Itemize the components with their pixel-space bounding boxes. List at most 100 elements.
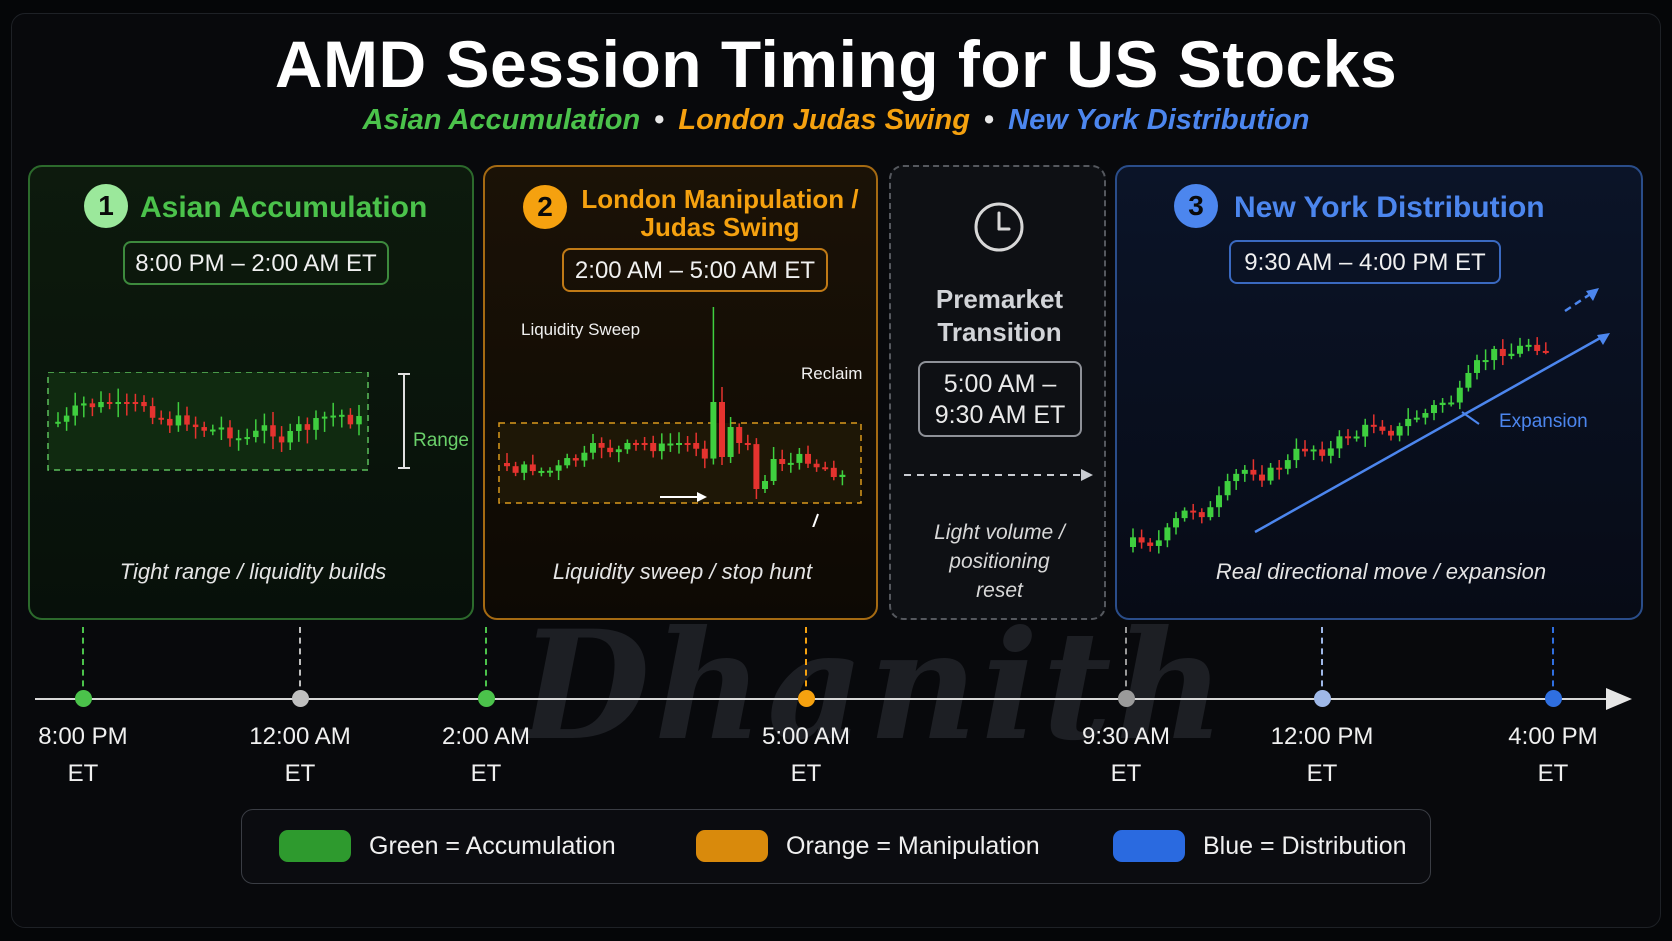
timeline-zone: ET (1537, 760, 1569, 787)
candle-body (787, 462, 794, 465)
candle-body (529, 464, 536, 472)
candle-body (330, 415, 336, 418)
candle-body (615, 449, 622, 453)
timeline-time: 12:00 PM (1270, 723, 1374, 750)
timeline-time: 5:00 AM (761, 723, 851, 750)
candle-body (598, 443, 605, 448)
panel-caption: Light volume / positioning reset (891, 518, 1108, 605)
candle-body (89, 403, 96, 408)
candle-body (779, 459, 786, 465)
timeline-tick (805, 627, 807, 697)
candle-body (719, 402, 725, 457)
candle-body (1405, 418, 1412, 427)
panel-caption: Tight range / liquidity builds (119, 559, 387, 584)
candle-body (1474, 360, 1480, 373)
panel-title: London Manipulation / Judas Swing (575, 185, 865, 241)
timeline-label: 4:00 PM ET (1473, 718, 1633, 792)
candle-body (512, 466, 519, 473)
subtitle: Asian Accumulation • London Judas Swing • Ne… (0, 104, 1672, 137)
candle-body (1456, 387, 1463, 403)
candle-body (1319, 449, 1326, 456)
candle-body (1224, 481, 1231, 496)
subtitle-separator: • (983, 104, 995, 136)
range-box (47, 372, 369, 471)
panel-caption: Real directional move / expansion (1215, 559, 1547, 584)
clock-icon (974, 202, 1024, 252)
timeline-marker (1314, 690, 1331, 707)
panel-london-manipulation: 2 London Manipulation / Judas Swing 2:00… (483, 165, 878, 620)
continuation-arrow (1564, 293, 1590, 313)
timeline-zone: ET (470, 760, 502, 787)
timeline-tick (1125, 627, 1127, 697)
candle-body (287, 430, 293, 443)
candle-body (667, 443, 674, 446)
timeline-zone: ET (67, 760, 99, 787)
candle-body (538, 470, 545, 473)
candle-body (753, 444, 760, 489)
candle-body (1448, 402, 1455, 405)
candle-body (1491, 348, 1498, 361)
candle-body (72, 405, 78, 416)
timeline-marker (798, 690, 815, 707)
candle-body (805, 453, 811, 464)
candle-body (175, 415, 182, 426)
candle-body (1267, 467, 1274, 481)
step-number-3: 3 (1174, 184, 1218, 228)
candle-body (1508, 353, 1515, 357)
candle-body (830, 467, 837, 478)
candle-body (504, 463, 510, 467)
timeline-label: 5:00 AM ET (726, 718, 886, 792)
timeline-label: 2:00 AM ET (406, 718, 566, 792)
candle-body (572, 458, 579, 461)
candle-body (313, 418, 319, 430)
step-number-2: 2 (523, 185, 567, 229)
candle-body (227, 427, 233, 439)
candle-body (736, 427, 743, 443)
candle-body (581, 452, 588, 461)
candle-body (63, 415, 70, 422)
panel-title-line1: Premarket (935, 284, 1064, 314)
timeline-label: 12:00 PM ET (1242, 718, 1402, 792)
candle-body (1542, 350, 1549, 353)
candle-body (547, 470, 553, 473)
caption-line2: positioning (949, 550, 1050, 573)
candle-body (658, 443, 665, 452)
candle-body (641, 443, 648, 445)
candle-body (650, 443, 657, 452)
legend-label-distribution: Blue = Distribution (1203, 832, 1407, 860)
candle-body (1379, 426, 1386, 431)
panel-title-line2: Transition (937, 317, 1062, 347)
panel-title-line2: Judas Swing (640, 212, 800, 242)
subtitle-distribution: New York Distribution (1008, 104, 1310, 136)
candle-body (347, 414, 354, 425)
candle-body (607, 447, 614, 453)
candle-body (1241, 469, 1248, 474)
candle-body (684, 443, 691, 445)
panel-caption: Liquidity sweep / stop hunt (552, 559, 813, 584)
candle-body (1439, 402, 1446, 406)
range-label: Range (413, 430, 469, 451)
candle-body (304, 424, 311, 430)
candle-body (1336, 436, 1343, 449)
candle-body (1431, 405, 1437, 414)
panel-title: Premarket Transition (891, 283, 1108, 349)
subtitle-accumulation: Asian Accumulation (362, 104, 641, 136)
timeline-tick (299, 627, 301, 697)
sweep-chart (498, 307, 862, 527)
sweep-label: Liquidity Sweep (521, 320, 641, 339)
legend-swatch-orange (696, 830, 768, 862)
candles (1130, 337, 1549, 554)
candle-body (727, 427, 734, 457)
timeline-label: 9:30 AM ET (1046, 718, 1206, 792)
panel-title-line1: London Manipulation / (581, 184, 859, 214)
timeline-tick (485, 627, 487, 697)
candle-body (1353, 436, 1360, 439)
candle-body (1362, 424, 1369, 437)
subtitle-separator: • (654, 104, 665, 136)
timeline-zone: ET (790, 760, 822, 787)
candle-body (555, 465, 562, 471)
candle-body (1413, 417, 1420, 420)
time-range-badge: 9:30 AM – 4:00 PM ET (1229, 240, 1501, 284)
timeline-time: 12:00 AM (249, 723, 351, 750)
candle-body (210, 429, 216, 432)
